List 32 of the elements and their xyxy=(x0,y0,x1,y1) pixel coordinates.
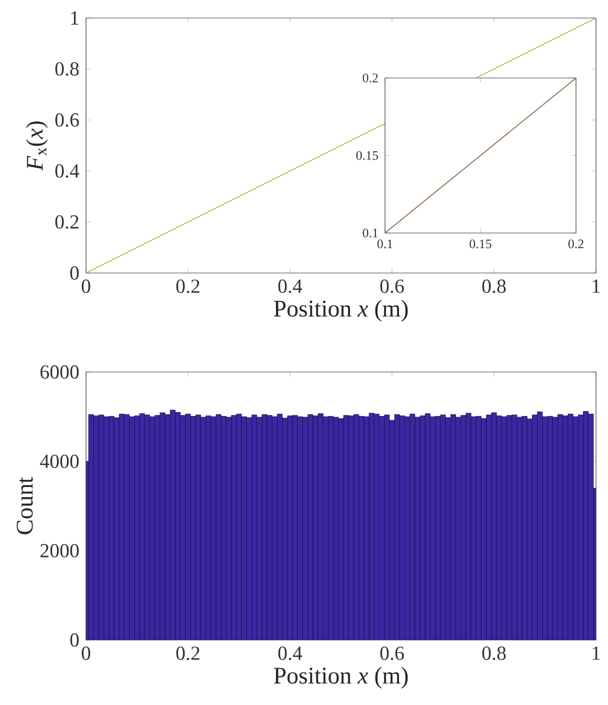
x-axis-title: Position x (m) xyxy=(274,666,408,689)
x-tick-label: 1 xyxy=(592,646,600,660)
x-tick-label: 1 xyxy=(592,280,600,293)
y-tick-label: 2000 xyxy=(40,544,79,558)
x-axis-title: Position x (m) xyxy=(274,300,408,322)
y-tick-label: 0.6 xyxy=(55,113,79,127)
x-tick-label: 0.2 xyxy=(176,646,200,660)
y-tick-label: 0.2 xyxy=(362,74,378,82)
y-tick-label: 0.4 xyxy=(55,164,80,178)
x-tick-label: 0.6 xyxy=(380,646,404,660)
y-tick-label: 4000 xyxy=(40,454,79,468)
x-tick-label: 0.8 xyxy=(482,280,506,294)
y-tick-label: 6000 xyxy=(40,365,79,379)
x-tick-label: 0.4 xyxy=(278,280,302,294)
y-tick-label: 0 xyxy=(70,633,79,647)
y-tick-label: 1 xyxy=(71,11,78,25)
x-tick-label: 0.8 xyxy=(482,646,506,660)
y-tick-label: 0.8 xyxy=(55,62,79,76)
x-tick-label: 0.1 xyxy=(377,240,392,248)
x-tick-label: 0.4 xyxy=(278,646,302,660)
y-axis-title: F$_{x}$(x) xyxy=(26,121,48,171)
x-tick-label: 0.2 xyxy=(176,280,200,294)
y-tick-label: 0.15 xyxy=(356,151,378,160)
x-tick-label: 0.6 xyxy=(380,280,404,294)
y-tick-label: 0.2 xyxy=(55,215,78,229)
y-tick-label: 0.1 xyxy=(362,228,378,238)
x-tick-label: 0 xyxy=(82,646,90,660)
x-tick-label: 0 xyxy=(82,280,90,293)
x-tick-label: 0.15 xyxy=(470,240,492,248)
x-tick-label: 0.2 xyxy=(568,240,584,248)
y-axis-title: Count xyxy=(16,476,33,534)
y-tick-label: 0 xyxy=(70,266,79,280)
